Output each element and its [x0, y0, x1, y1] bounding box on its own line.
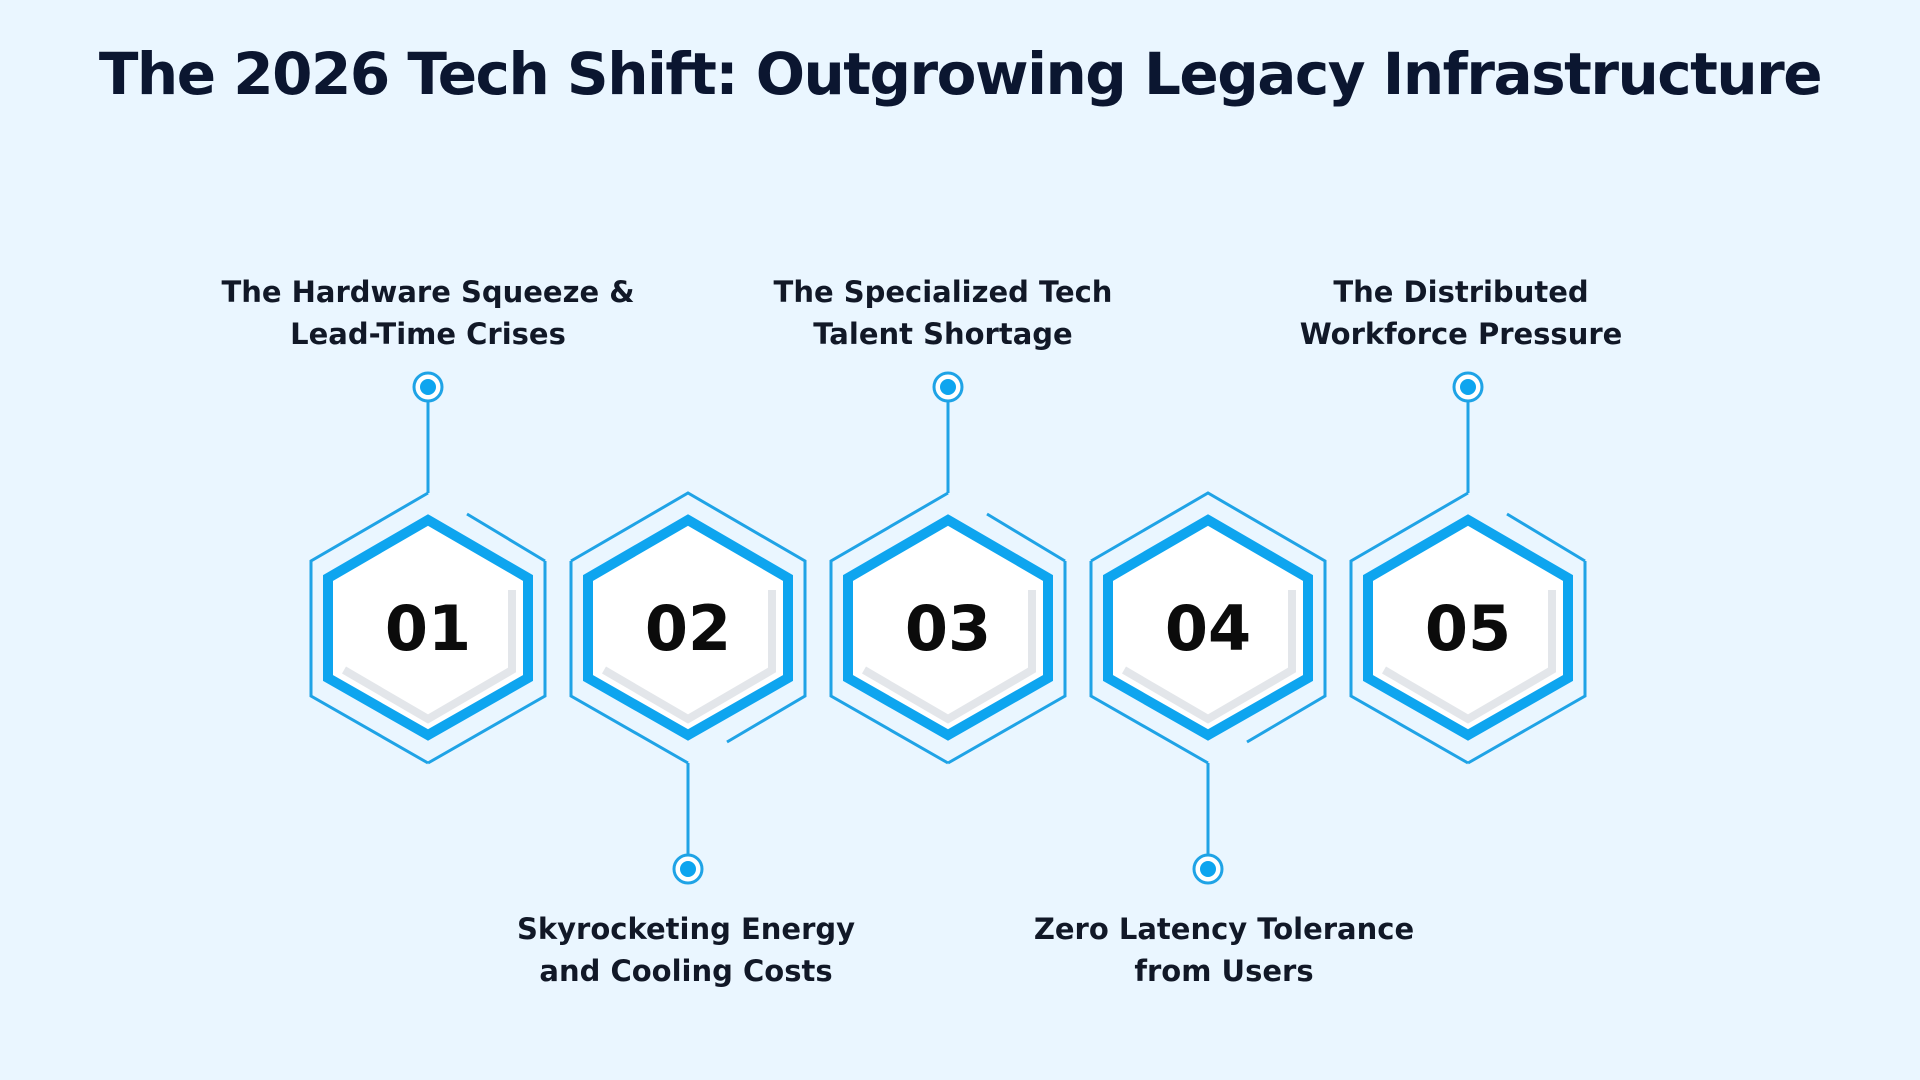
step-05-label-line2: Workforce Pressure [1299, 317, 1623, 351]
step-03-number: 03 [905, 592, 991, 665]
step-05: 05 [1349, 371, 1587, 765]
step-01-outer-hex-left [309, 491, 429, 765]
step-01-connector-dot-core [420, 379, 436, 395]
step-01-inner-hex [323, 514, 533, 741]
step-04-number: 04 [1165, 592, 1251, 665]
step-01: 01 [309, 371, 547, 765]
step-04-outer-hex-left [1089, 561, 1209, 765]
step-04-inner-shadow [1121, 590, 1296, 724]
step-03-label: The Specialized Tech Talent Shortage [723, 271, 1163, 355]
step-04-label: Zero Latency Tolerance from Users [1004, 908, 1444, 992]
page-title: The 2026 Tech Shift: Outgrowing Legacy I… [98, 40, 1823, 108]
step-03-outer-hex-right [947, 561, 1067, 765]
step-03-outer-hex-accent [986, 512, 1066, 563]
step-05-inner-hex [1363, 514, 1573, 741]
step-02-label: Skyrocketing Energy and Cooling Costs [466, 908, 906, 992]
step-05-outer-hex-left [1349, 491, 1469, 765]
step-04-outer-hex-top [1090, 491, 1327, 744]
step-02-connector-dot-core [680, 861, 696, 877]
step-01-label: The Hardware Squeeze & Lead-Time Crises [208, 271, 648, 355]
step-02-outer-hex-left [569, 561, 689, 765]
step-02: 02 [569, 491, 807, 885]
step-05-inner-shadow [1381, 590, 1556, 724]
step-03-inner-shadow [861, 590, 1036, 724]
step-03-label-line1: The Specialized Tech [773, 275, 1113, 309]
step-01-inner-shadow [341, 590, 516, 724]
step-03-outer-hex-left [829, 491, 949, 765]
step-02-label-line1: Skyrocketing Energy [516, 912, 856, 946]
step-05-label: The Distributed Workforce Pressure [1241, 271, 1681, 355]
step-01-label-line2: Lead-Time Crises [290, 317, 566, 351]
step-03-label-line2: Talent Shortage [813, 317, 1073, 351]
step-03: 03 [829, 371, 1067, 765]
step-02-number: 02 [645, 592, 731, 665]
step-02-inner-hex [583, 514, 793, 741]
step-02-inner-shadow [601, 590, 776, 724]
step-02-label-line2: and Cooling Costs [539, 954, 833, 988]
step-05-outer-hex-accent [1506, 512, 1586, 563]
step-04: 04 [1089, 491, 1327, 885]
step-05-connector-dot-core [1460, 379, 1476, 395]
step-05-outer-hex-right [1467, 561, 1587, 765]
step-04-inner-hex [1103, 514, 1313, 741]
step-04-connector-dot-core [1200, 861, 1216, 877]
step-04-label-line1: Zero Latency Tolerance [1033, 912, 1415, 946]
step-01-number: 01 [385, 592, 471, 665]
step-03-connector-dot-core [940, 379, 956, 395]
step-01-label-line1: The Hardware Squeeze & [221, 275, 635, 309]
step-05-label-line1: The Distributed [1333, 275, 1589, 309]
step-01-outer-hex-right [427, 561, 547, 765]
step-03-inner-hex [843, 514, 1053, 741]
step-02-outer-hex-top [570, 491, 807, 744]
step-05-number: 05 [1425, 592, 1511, 665]
step-04-label-line2: from Users [1134, 954, 1314, 988]
step-01-outer-hex-accent [466, 512, 546, 563]
